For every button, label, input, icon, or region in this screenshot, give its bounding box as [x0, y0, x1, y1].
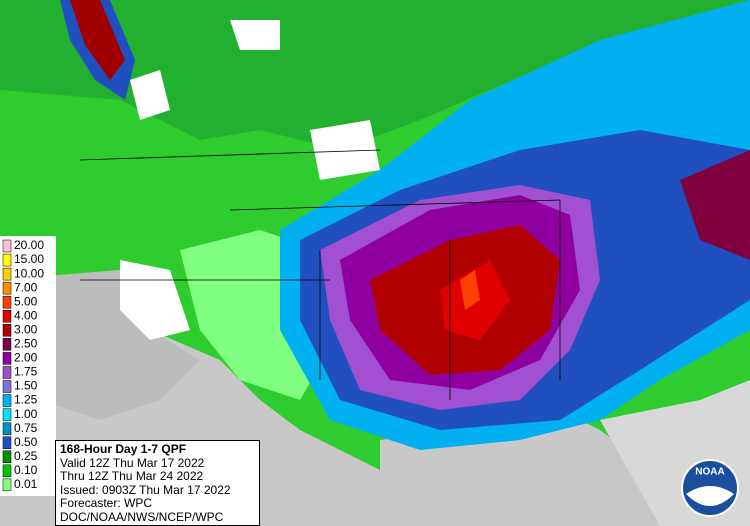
legend-label: 5.00 [14, 294, 38, 308]
legend-swatch [2, 478, 12, 492]
info-line: Valid 12Z Thu Mar 17 2022 [60, 455, 205, 470]
legend-swatch [2, 436, 12, 449]
logo-gull [686, 486, 734, 506]
dry-patch [130, 70, 170, 120]
legend-label: 1.25 [14, 393, 38, 407]
legend-label: 1.50 [14, 379, 38, 393]
legend-swatch [2, 408, 12, 421]
atlantic-core [680, 150, 750, 260]
legend-label: 20.00 [14, 238, 44, 252]
legend-swatch [2, 281, 12, 295]
info-line: DOC/NOAA/NWS/NCEP/WPC [60, 509, 224, 524]
legend-swatch [2, 338, 12, 351]
info-box: 168-Hour Day 1-7 QPF Valid 12Z Thu Mar 1… [55, 440, 260, 526]
logo-text: NOAA [695, 467, 724, 478]
nw-core [70, 0, 125, 80]
info-line: Thru 12Z Thu Mar 24 2022 [60, 469, 204, 483]
legend-swatch [2, 239, 12, 253]
legend-label: 0.10 [14, 463, 38, 477]
legend-swatch [2, 450, 12, 463]
legend-label: 2.50 [14, 337, 38, 351]
legend-swatch [2, 352, 12, 365]
legend-label: 0.25 [14, 449, 38, 463]
north-green [0, 0, 750, 150]
dry-patch [230, 20, 280, 50]
legend-label: 3.00 [14, 322, 38, 336]
info-line: Forecaster: WPC [60, 496, 153, 510]
legend-swatch [2, 422, 12, 435]
legend-label: 0.50 [14, 435, 38, 449]
legend-swatch [2, 295, 12, 309]
legend-label: 10.00 [14, 266, 44, 280]
legend-label: 7.00 [14, 280, 38, 294]
legend-label: 0.75 [14, 421, 38, 435]
legend-label: 2.00 [14, 351, 38, 365]
legend-label: 1.75 [14, 365, 38, 379]
legend-label: 1.00 [14, 407, 38, 421]
legend-swatch [2, 366, 12, 379]
legend-label: 4.00 [14, 308, 38, 322]
legend-swatch [2, 253, 12, 267]
legend-swatch [2, 394, 12, 407]
legend: 20.0015.0010.007.005.004.003.002.502.001… [0, 236, 56, 496]
border-lines [79, 149, 561, 400]
legend-swatch [2, 380, 12, 393]
info-title: 168-Hour Day 1-7 QPF [60, 442, 187, 456]
shell-500 [460, 270, 480, 310]
info-line: Issued: 0903Z Thu Mar 17 2022 [60, 482, 231, 497]
legend-swatch [2, 324, 12, 337]
legend-label: 15.00 [14, 252, 44, 266]
noaa-logo: NOAA [681, 459, 739, 517]
dry-patch [310, 120, 380, 180]
legend-swatch [2, 310, 12, 323]
legend-swatch [2, 267, 12, 281]
legend-swatch [2, 464, 12, 478]
legend-label: 0.01 [14, 477, 38, 491]
